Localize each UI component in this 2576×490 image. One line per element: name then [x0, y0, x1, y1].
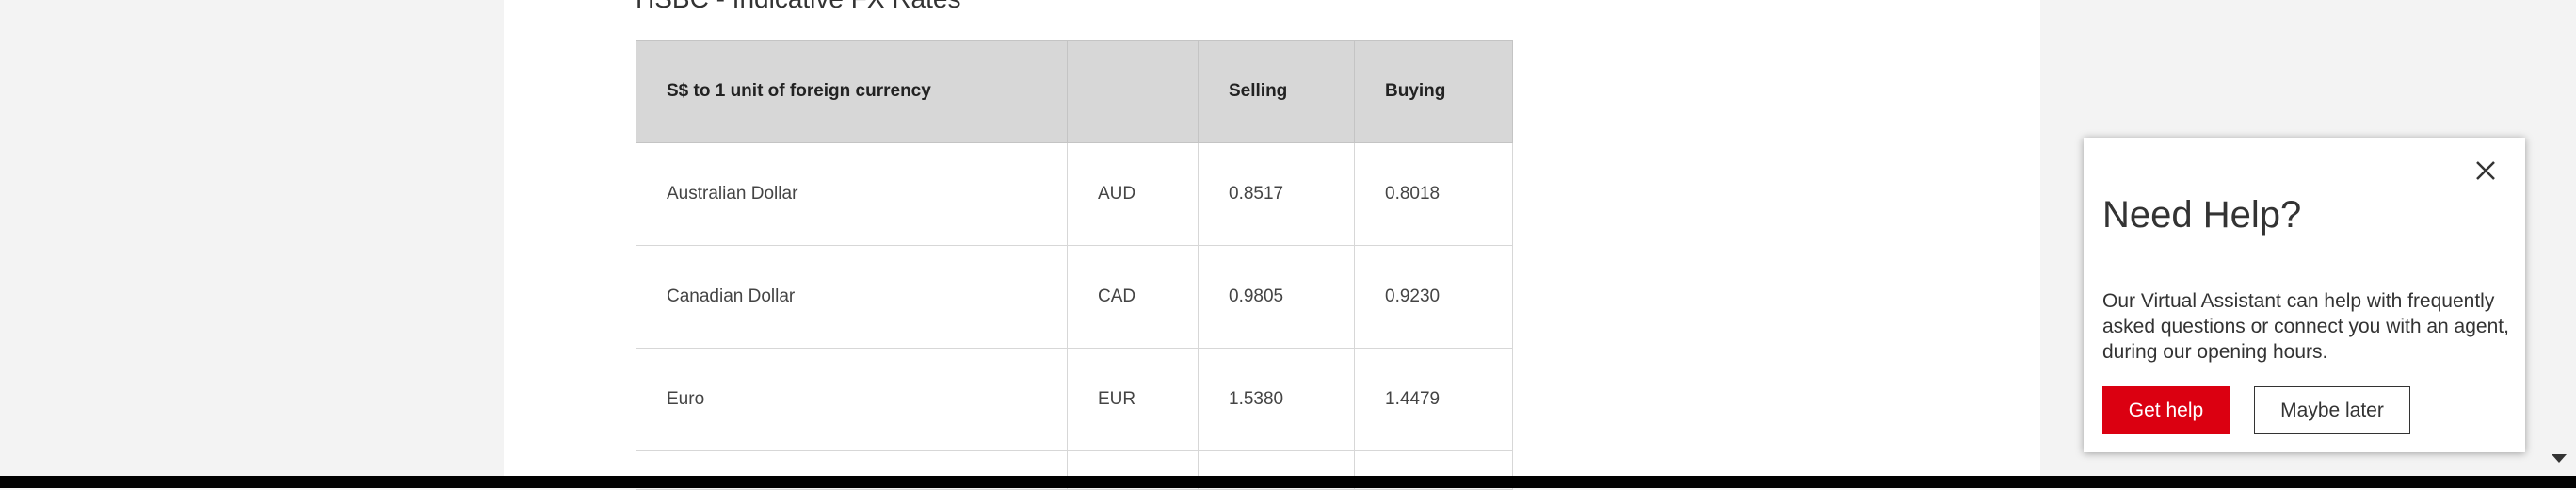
main-content: HSBC - Indicative FX Rates S$ to 1 unit …	[504, 0, 2040, 490]
scroll-down-arrow-icon[interactable]	[2552, 454, 2567, 463]
currency-code-cell: AUD	[1067, 142, 1199, 246]
selling-rate-cell: 0.8517	[1198, 142, 1355, 246]
help-popup: Need Help? Our Virtual Assistant can hel…	[2084, 138, 2525, 452]
buying-rate-cell: 1.4479	[1354, 348, 1513, 451]
table-row: Euro EUR 1.5380 1.4479	[636, 348, 1513, 451]
close-icon[interactable]	[2471, 155, 2501, 186]
column-header-buying: Buying	[1354, 40, 1513, 143]
maybe-later-button[interactable]: Maybe later	[2254, 386, 2410, 434]
bottom-bar	[0, 476, 2576, 488]
selling-rate-cell: 1.5380	[1198, 348, 1355, 451]
column-header-selling: Selling	[1198, 40, 1355, 143]
page-title: HSBC - Indicative FX Rates	[636, 0, 960, 14]
column-header-currency: S$ to 1 unit of foreign currency	[636, 40, 1068, 143]
column-header-code	[1067, 40, 1199, 143]
get-help-button[interactable]: Get help	[2102, 386, 2230, 434]
currency-name-cell: Euro	[636, 348, 1068, 451]
currency-name-cell: Australian Dollar	[636, 142, 1068, 246]
selling-rate-cell: 0.9805	[1198, 245, 1355, 349]
table-row: Canadian Dollar CAD 0.9805 0.9230	[636, 245, 1513, 349]
buying-rate-cell: 0.8018	[1354, 142, 1513, 246]
table-row: Australian Dollar AUD 0.8517 0.8018	[636, 142, 1513, 246]
help-popup-message: Our Virtual Assistant can help with freq…	[2102, 290, 2509, 363]
currency-code-cell: EUR	[1067, 348, 1199, 451]
currency-code-cell: CAD	[1067, 245, 1199, 349]
currency-name-cell: Canadian Dollar	[636, 245, 1068, 349]
buying-rate-cell: 0.9230	[1354, 245, 1513, 349]
table-header-row: S$ to 1 unit of foreign currency Selling…	[636, 40, 1513, 143]
help-popup-title: Need Help?	[2102, 194, 2302, 236]
fx-rates-table: S$ to 1 unit of foreign currency Selling…	[636, 40, 1513, 490]
